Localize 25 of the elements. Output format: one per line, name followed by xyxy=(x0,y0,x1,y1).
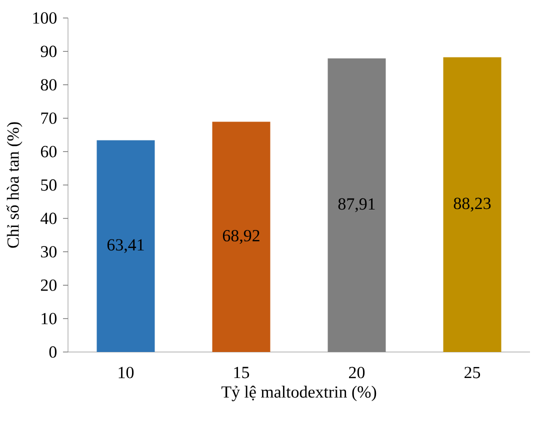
x-tick-label: 25 xyxy=(464,366,480,378)
bar xyxy=(212,122,270,352)
y-axis-title: Chỉ số hòa tan (%) xyxy=(6,122,22,248)
data-label: 63,41 xyxy=(107,239,144,254)
y-tick-label: 0 xyxy=(49,346,57,358)
bar xyxy=(328,58,386,352)
x-tick-label: 20 xyxy=(349,366,365,378)
bar xyxy=(96,140,155,352)
x-axis-title: Tỷ lệ maltodextrin (%) xyxy=(221,386,376,402)
data-label: 87,91 xyxy=(338,198,375,212)
data-label: 88,23 xyxy=(454,198,491,212)
y-tick-label: 70 xyxy=(41,112,57,124)
y-tick-label: 50 xyxy=(41,179,57,191)
x-tick-label: 15 xyxy=(234,366,250,378)
y-tick-label: 80 xyxy=(40,79,57,91)
y-tick-label: 100 xyxy=(33,12,57,24)
bar xyxy=(443,57,502,352)
y-tick-label: 30 xyxy=(41,246,57,258)
y-tick-label: 20 xyxy=(40,279,57,291)
y-tick-label: 10 xyxy=(42,312,57,324)
y-tick-label: 90 xyxy=(40,46,57,58)
y-tick-label: 40 xyxy=(40,212,57,224)
y-tick-label: 60 xyxy=(40,146,57,158)
data-label: 68,92 xyxy=(222,230,260,244)
x-tick-label: 10 xyxy=(118,366,134,378)
